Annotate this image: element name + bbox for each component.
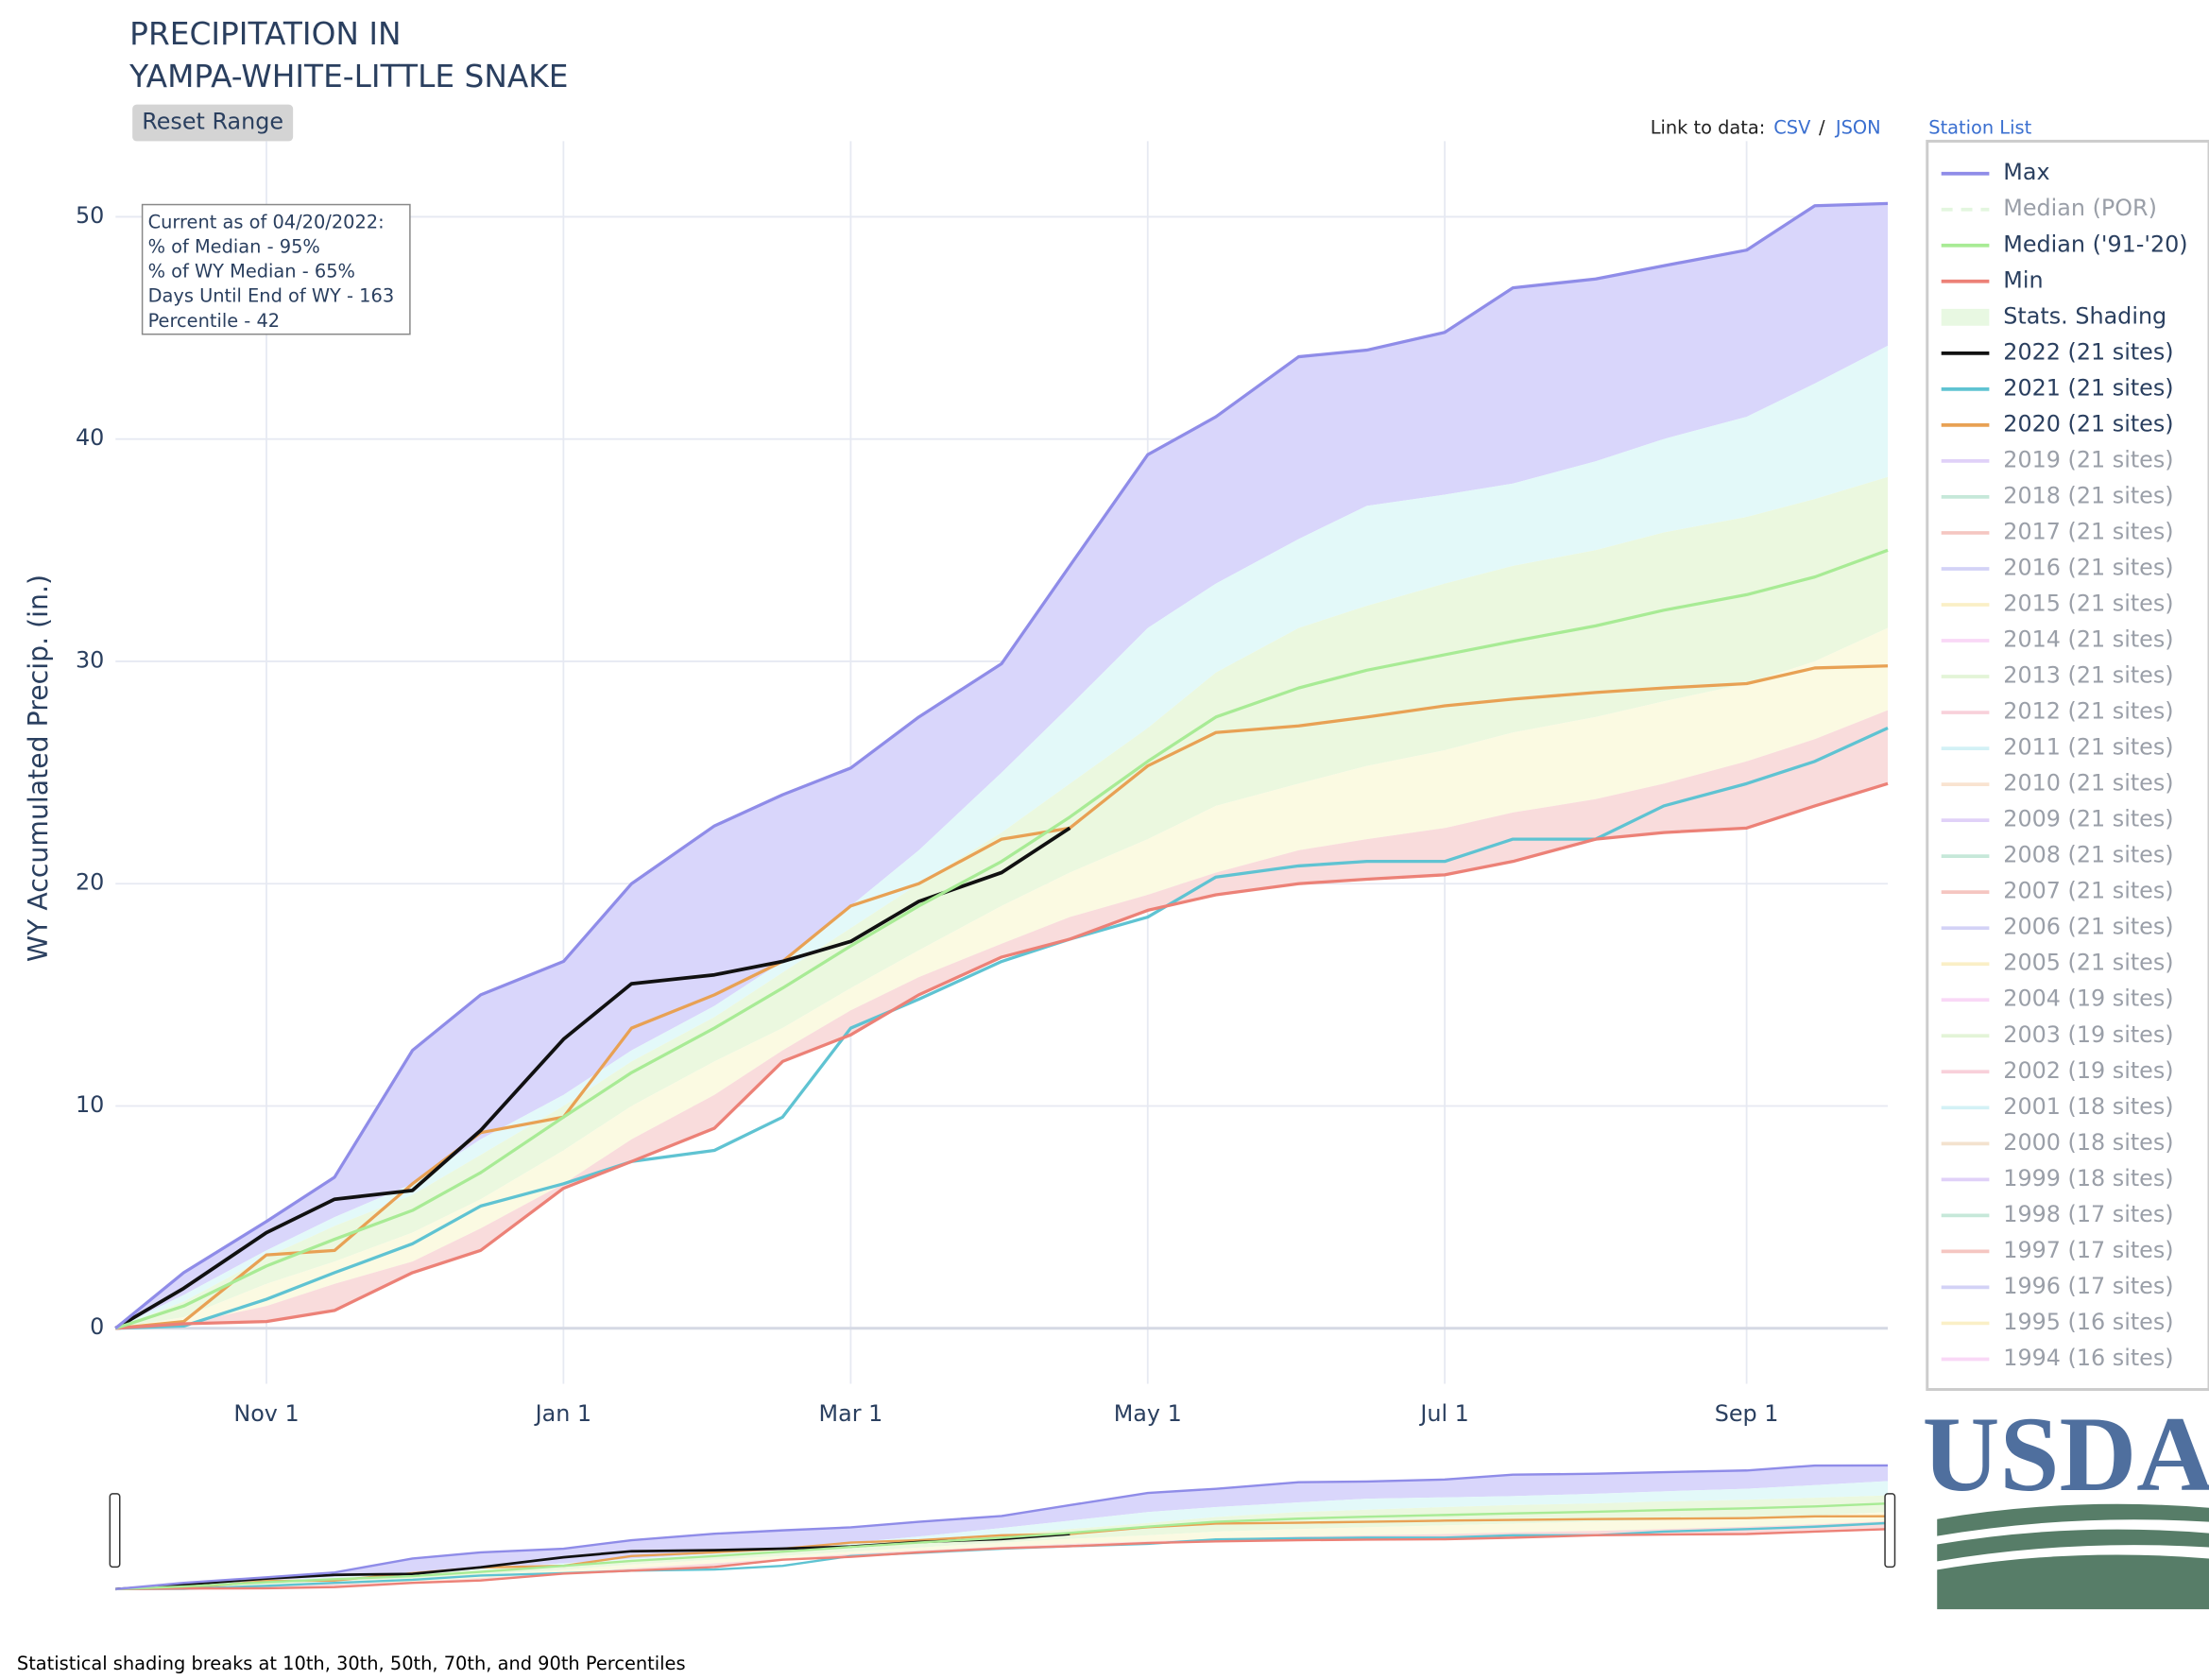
shading-band (115, 345, 1889, 1329)
shading-band (115, 710, 1889, 1329)
title-line: PRECIPITATION IN (129, 16, 401, 52)
info-line: % of WY Median - 65% (148, 261, 355, 283)
logo-stripe (1937, 1503, 2209, 1536)
series-line (114, 826, 1071, 1330)
legend-label[interactable]: 2011 (21 sites) (2003, 734, 2173, 761)
x-tick-label: Sep 1 (1715, 1400, 1779, 1427)
info-line: Days Until End of WY - 163 (148, 285, 395, 307)
shading-band (115, 1481, 1889, 1589)
legend-label[interactable]: 2003 (19 sites) (2003, 1021, 2173, 1048)
legend-label[interactable]: 2019 (21 sites) (2003, 446, 2173, 472)
series-line (115, 1501, 1889, 1590)
plot-area (114, 141, 1889, 1384)
legend-label[interactable]: 2013 (21 sites) (2003, 662, 2173, 689)
info-box (141, 203, 411, 335)
series-line (115, 664, 1889, 1330)
footnote: Statistical shading breaks at 10th, 30th… (17, 1653, 686, 1674)
info-line: Percentile - 42 (148, 310, 281, 332)
legend-label[interactable]: Min (2003, 266, 2043, 293)
legend-label[interactable]: 1994 (16 sites) (2003, 1345, 2173, 1371)
legend-label[interactable]: 2016 (21 sites) (2003, 554, 2173, 580)
y-tick-label: 30 (76, 646, 104, 673)
y-tick-label: 10 (76, 1091, 104, 1118)
info-line: Current as of 04/20/2022: (148, 211, 385, 232)
legend-label[interactable]: 2000 (18 sites) (2003, 1129, 2173, 1156)
slider-handle[interactable] (109, 1493, 121, 1569)
series-line (115, 1528, 1889, 1590)
legend-label[interactable]: 1996 (17 sites) (2003, 1273, 2173, 1299)
link-prefix: Link to data: (1651, 117, 1766, 139)
legend-label[interactable]: 2005 (21 sites) (2003, 950, 2173, 976)
series-line (114, 201, 1889, 1330)
y-tick-label: 40 (76, 424, 104, 451)
legend-label[interactable]: 2009 (21 sites) (2003, 806, 2173, 832)
legend: Max Median (POR) Median ('91-'20) Min Stats.… (1941, 159, 2188, 1371)
x-tick-label: Jan 1 (534, 1400, 592, 1427)
legend-label[interactable]: 2014 (21 sites) (2003, 626, 2173, 653)
x-tick-label: May 1 (1114, 1400, 1182, 1427)
y-tick-label: 0 (90, 1313, 104, 1340)
series-line (115, 1464, 1889, 1590)
legend-label[interactable]: 1998 (17 sites) (2003, 1201, 2173, 1227)
station-list-link[interactable]: Station List (1928, 117, 2031, 139)
shading-band (115, 1512, 1889, 1589)
legend-label[interactable]: 2002 (19 sites) (2003, 1057, 2173, 1084)
logo-stripe (1937, 1529, 2209, 1562)
legend-box (1926, 139, 2209, 1392)
legend-label[interactable]: 2012 (21 sites) (2003, 698, 2173, 725)
legend-label[interactable]: 1995 (16 sites) (2003, 1309, 2173, 1335)
legend-label[interactable]: 2022 (21 sites) (2003, 338, 2173, 365)
series-line (114, 548, 1889, 1330)
legend-label[interactable]: Median ('91-'20) (2003, 231, 2187, 257)
legend-label[interactable]: 2007 (21 sites) (2003, 878, 2173, 904)
legend-label[interactable]: 2010 (21 sites) (2003, 770, 2173, 797)
x-tick-label: Jul 1 (1418, 1400, 1469, 1427)
range-slider[interactable] (115, 1452, 1889, 1599)
legend-label[interactable]: 2017 (21 sites) (2003, 518, 2173, 544)
usda-logo: USDA (1923, 1395, 2209, 1610)
legend-label[interactable]: 2006 (21 sites) (2003, 914, 2173, 940)
y-axis-title: WY Accumulated Precip. (in.) (23, 574, 54, 962)
series-line (115, 781, 1889, 1330)
shading-band (115, 476, 1889, 1329)
info-line: % of Median - 95% (148, 236, 320, 258)
reset-button-label[interactable]: Reset Range (142, 109, 283, 135)
legend-label[interactable]: Stats. Shading (2003, 302, 2166, 329)
legend-label[interactable]: 1997 (17 sites) (2003, 1237, 2173, 1263)
legend-label[interactable]: 2015 (21 sites) (2003, 590, 2173, 616)
y-tick-label: 50 (76, 202, 104, 229)
csv-link[interactable]: CSV (1773, 117, 1811, 139)
slider-handle[interactable] (1884, 1493, 1896, 1569)
legend-label[interactable]: Median (POR) (2003, 195, 2157, 221)
y-tick-label: 20 (76, 869, 104, 896)
link-separator: / (1819, 117, 1825, 139)
x-tick-label: Mar 1 (819, 1400, 883, 1427)
legend-label[interactable]: 2020 (21 sites) (2003, 410, 2173, 437)
reset-button[interactable] (132, 104, 294, 142)
x-tick-label: Nov 1 (233, 1400, 299, 1427)
legend-label[interactable]: 2018 (21 sites) (2003, 482, 2173, 508)
legend-label[interactable]: 2021 (21 sites) (2003, 374, 2173, 401)
legend-label[interactable]: 2004 (19 sites) (2003, 986, 2173, 1012)
legend-label[interactable]: 2001 (18 sites) (2003, 1093, 2173, 1120)
legend-label[interactable]: 1999 (18 sites) (2003, 1165, 2173, 1191)
legend-label[interactable]: 2008 (21 sites) (2003, 842, 2173, 868)
legend-label[interactable]: Max (2003, 159, 2049, 185)
title-line: YAMPA-WHITE-LITTLE SNAKE (128, 59, 568, 94)
info-lines: Current as of 04/20/2022: % of Median - 9… (148, 211, 395, 331)
legend-swatch (1941, 308, 1990, 326)
logo-text: USDA (1923, 1395, 2209, 1514)
shading-band (115, 627, 1889, 1329)
logo-field (1937, 1554, 2209, 1610)
json-link[interactable]: JSON (1835, 117, 1881, 139)
